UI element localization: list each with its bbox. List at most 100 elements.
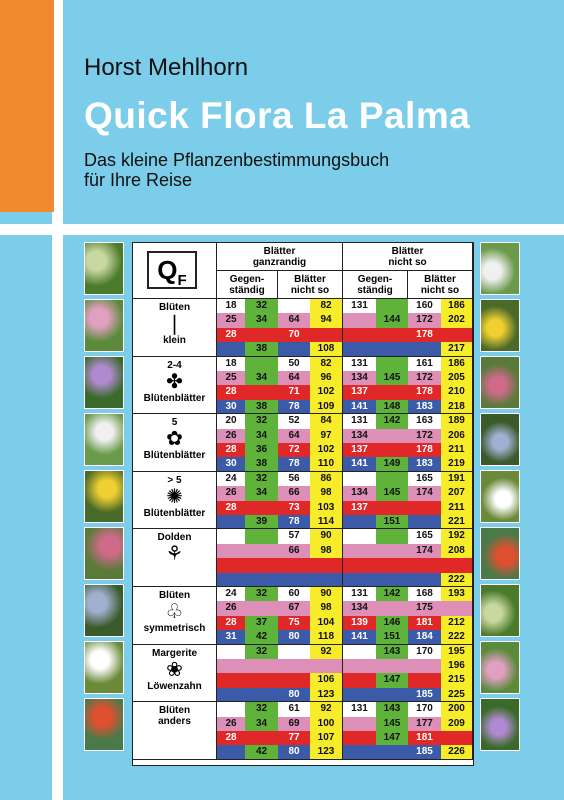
table-cell: [310, 572, 343, 587]
table-cell: 32: [245, 702, 278, 717]
table-cell: 222: [441, 630, 473, 645]
table-cell: [343, 558, 376, 573]
table-cell: 181: [408, 615, 441, 631]
table-cell: 131: [343, 356, 376, 371]
table-cell: 208: [441, 543, 473, 559]
table-cell: 222: [441, 572, 473, 587]
table-cell: 165: [408, 529, 441, 544]
table-cell: 66: [278, 486, 310, 501]
table-cell: 38: [245, 342, 278, 357]
table-cell: 30: [217, 399, 245, 415]
table-logo-cell: QF: [133, 243, 217, 299]
table-cell: 28: [217, 500, 245, 515]
table-cell: [376, 558, 408, 573]
table-cell: [376, 327, 408, 343]
table-cell: 177: [408, 716, 441, 731]
table-cell: 183: [408, 399, 441, 415]
table-cell: [217, 687, 245, 703]
table-cell: [343, 716, 376, 731]
table-cell: [217, 745, 245, 760]
table-cell: [441, 601, 473, 616]
table-cell: 134: [343, 428, 376, 443]
row-group-label: Blüten ❘ klein: [133, 299, 217, 357]
flower-photo: [480, 470, 520, 523]
table-cell: 131: [343, 414, 376, 429]
table-cell: [376, 342, 408, 357]
white-horizontal-stripe: [0, 224, 564, 235]
table-cell: [343, 687, 376, 703]
table-cell: [376, 299, 408, 314]
column-subheader: Blätter nicht so: [408, 271, 473, 299]
table-cell: [343, 659, 376, 674]
table-cell: [278, 659, 310, 674]
table-cell: [278, 558, 310, 573]
row-group-subtitle: Löwenzahn: [147, 680, 202, 692]
white-vertical-stripe: [52, 212, 63, 800]
table-cell: 104: [310, 615, 343, 631]
row-group-title: Blüten: [158, 705, 191, 717]
table-cell: 123: [310, 687, 343, 703]
table-cell: 209: [441, 716, 473, 731]
table-cell: 25: [217, 313, 245, 328]
table-cell: 25: [217, 371, 245, 386]
table-cell: 60: [278, 587, 310, 602]
table-cell: 26: [217, 716, 245, 731]
table-cell: 143: [376, 644, 408, 659]
table-cell: 28: [217, 327, 245, 343]
table-cell: [343, 327, 376, 343]
table-cell: 94: [310, 313, 343, 328]
row-group-label: > 5 ✺ Blütenblätter: [133, 471, 217, 530]
table-cell: 149: [376, 457, 408, 472]
table-cell: 205: [441, 371, 473, 386]
table-cell: 75: [278, 615, 310, 631]
table-cell: [376, 687, 408, 703]
table-cell: 34: [245, 486, 278, 501]
table-cell: 70: [278, 327, 310, 343]
table-cell: [310, 659, 343, 674]
table-cell: 196: [441, 659, 473, 674]
table-cell: 226: [441, 745, 473, 760]
flower-photo: [480, 413, 520, 466]
table-cell: [441, 558, 473, 573]
table-cell: [376, 601, 408, 616]
header-line: ständig: [357, 285, 393, 296]
table-cell: 100: [310, 716, 343, 731]
table-cell: 137: [343, 443, 376, 458]
table-cell: 141: [343, 399, 376, 415]
table-cell: 170: [408, 644, 441, 659]
table-cell: 61: [278, 702, 310, 717]
table-cell: 102: [310, 443, 343, 458]
table-cell: 39: [245, 515, 278, 530]
table-cell: 42: [245, 630, 278, 645]
table-cell: [343, 515, 376, 530]
table-cell: [217, 558, 245, 573]
table-cell: [245, 601, 278, 616]
table-cell: [245, 687, 278, 703]
table-cell: [376, 500, 408, 515]
header-line: Gegen-: [229, 274, 265, 285]
flower-photo: [84, 242, 124, 295]
author-name: Horst Mehlhorn: [84, 54, 249, 81]
table-cell: [278, 342, 310, 357]
flower-photo: [480, 356, 520, 409]
header-line: nicht so: [290, 285, 330, 296]
table-cell: 178: [408, 385, 441, 400]
table-cell: 78: [278, 457, 310, 472]
table-cell: 185: [408, 687, 441, 703]
table-cell: 186: [441, 356, 473, 371]
header-line: Blätter: [424, 274, 456, 285]
table-cell: 28: [217, 731, 245, 746]
row-group-subtitle: klein: [163, 335, 186, 346]
table-cell: [343, 543, 376, 559]
table-cell: 147: [376, 673, 408, 688]
header-line: nicht so: [420, 285, 460, 296]
row-group-title: 5: [171, 417, 178, 429]
table-cell: 26: [217, 601, 245, 616]
table-cell: 71: [278, 385, 310, 400]
flower-shape-icon: ❀: [166, 658, 183, 681]
flower-shape-icon: ❘: [166, 313, 183, 335]
table-cell: [376, 471, 408, 487]
table-cell: 67: [278, 601, 310, 616]
flower-shape-icon: ✤: [166, 370, 183, 393]
header-line: ständig: [229, 285, 265, 296]
